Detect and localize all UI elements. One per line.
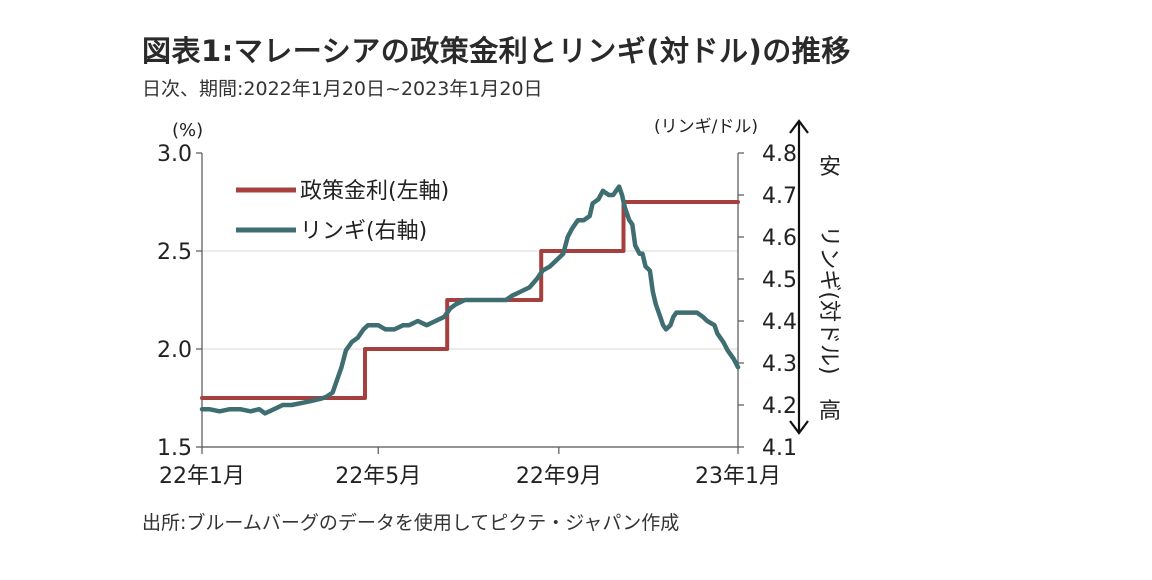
ringgit-line — [199, 184, 741, 416]
x-tick-label: 22年9月 — [516, 464, 602, 489]
series-layer — [199, 184, 741, 416]
right-tick-label: 4.2 — [762, 394, 797, 419]
direction-arrow — [789, 119, 809, 435]
right-axis-unit: (リンギ/ドル) — [654, 117, 758, 137]
left-tick-label: 3.0 — [157, 142, 192, 167]
chart-subtitle: 日次、期間:2022年1月20日~2023年1月20日 — [142, 78, 543, 100]
legend-label: 政策金利(左軸) — [300, 179, 449, 204]
right-tick-label: 4.8 — [762, 142, 797, 167]
chart-title: 図表1:マレーシアの政策金利とリンギ(対ドル)の推移 — [142, 34, 851, 68]
x-tick-label: 22年1月 — [159, 464, 245, 489]
left-axis-ticks: 1.5 2.0 2.5 3.0 — [157, 142, 202, 461]
right-axis-ticks: 4.1 4.2 4.3 4.4 4.5 4.6 4.7 4.8 — [738, 142, 797, 461]
x-tick-label: 22年5月 — [335, 464, 421, 489]
left-tick-label: 2.5 — [157, 240, 192, 265]
legend: 政策金利(左軸) リンギ(右軸) — [236, 179, 449, 244]
left-tick-label: 1.5 — [157, 436, 192, 461]
right-tick-label: 4.1 — [762, 436, 797, 461]
right-tick-label: 4.5 — [762, 268, 797, 293]
right-tick-label: 4.6 — [762, 226, 797, 251]
gridlines — [202, 250, 738, 350]
source-note: 出所:ブルームバーグのデータを使用してピクテ・ジャパン作成 — [142, 512, 680, 534]
left-tick-label: 2.0 — [157, 338, 192, 363]
legend-label: リンギ(右軸) — [300, 219, 427, 244]
right-tick-label: 4.3 — [762, 352, 797, 377]
left-axis-unit: (%) — [172, 120, 203, 141]
x-tick-label: 23年1月 — [695, 464, 781, 489]
right-tick-label: 4.4 — [762, 310, 797, 335]
right-tick-label: 4.7 — [762, 184, 797, 209]
annotation-weak: 安 — [819, 155, 841, 180]
annotation-strong: 高 — [819, 399, 841, 424]
x-axis-ticks: 22年1月 22年5月 22年9月 23年1月 — [159, 447, 781, 489]
annotation-ringgit: リンギ(対ドル) — [816, 225, 841, 374]
